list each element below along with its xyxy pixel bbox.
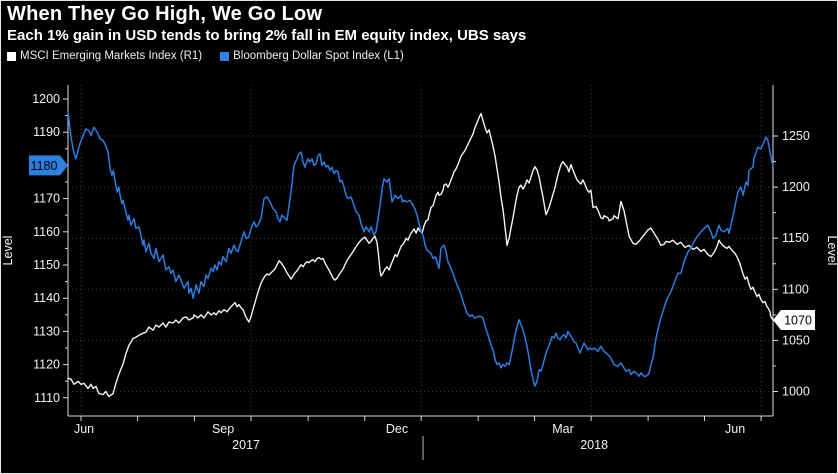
- svg-text:1070: 1070: [784, 313, 812, 327]
- svg-text:1000: 1000: [782, 385, 810, 399]
- svg-text:Jun: Jun: [74, 422, 94, 436]
- svg-text:Level: Level: [825, 236, 838, 266]
- svg-text:1100: 1100: [782, 282, 809, 296]
- chart-legend: MSCI Emerging Markets Index (R1) Bloombe…: [7, 50, 833, 62]
- legend-item-dollar[interactable]: Bloomberg Dollar Spot Index (L1): [220, 50, 404, 62]
- svg-text:1180: 1180: [31, 159, 58, 173]
- legend-swatch-blue-icon: [220, 51, 230, 61]
- svg-text:Mar: Mar: [552, 422, 574, 436]
- legend-item-msci[interactable]: MSCI Emerging Markets Index (R1): [7, 50, 202, 62]
- svg-text:1150: 1150: [33, 258, 60, 272]
- svg-text:1190: 1190: [33, 125, 60, 139]
- legend-label-msci: MSCI Emerging Markets Index (R1): [20, 50, 203, 62]
- legend-label-dollar: Bloomberg Dollar Spot Index (L1): [233, 50, 404, 62]
- svg-text:1140: 1140: [33, 291, 60, 305]
- svg-text:Level: Level: [1, 236, 15, 266]
- svg-text:1120: 1120: [33, 358, 60, 372]
- svg-text:1050: 1050: [782, 333, 810, 347]
- legend-swatch-white-icon: [7, 51, 16, 61]
- svg-text:Sep: Sep: [212, 422, 234, 436]
- chart-subtitle: Each 1% gain in USD tends to bring 2% fa…: [7, 27, 527, 44]
- chart-header: When They Go High, We Go Low Each 1% gai…: [7, 3, 833, 62]
- svg-text:2017: 2017: [232, 438, 260, 452]
- svg-text:2018: 2018: [580, 438, 608, 452]
- svg-text:1250: 1250: [782, 129, 810, 143]
- svg-text:1200: 1200: [32, 92, 60, 106]
- svg-text:1150: 1150: [782, 231, 809, 245]
- svg-text:Jun: Jun: [725, 422, 745, 436]
- chart-title: When They Go High, We Go Low: [7, 3, 323, 25]
- svg-text:1130: 1130: [33, 324, 60, 338]
- svg-text:1110: 1110: [34, 391, 60, 405]
- svg-text:1200: 1200: [782, 180, 810, 194]
- svg-text:Dec: Dec: [386, 422, 408, 436]
- svg-text:1160: 1160: [33, 225, 60, 239]
- svg-text:1170: 1170: [33, 192, 60, 206]
